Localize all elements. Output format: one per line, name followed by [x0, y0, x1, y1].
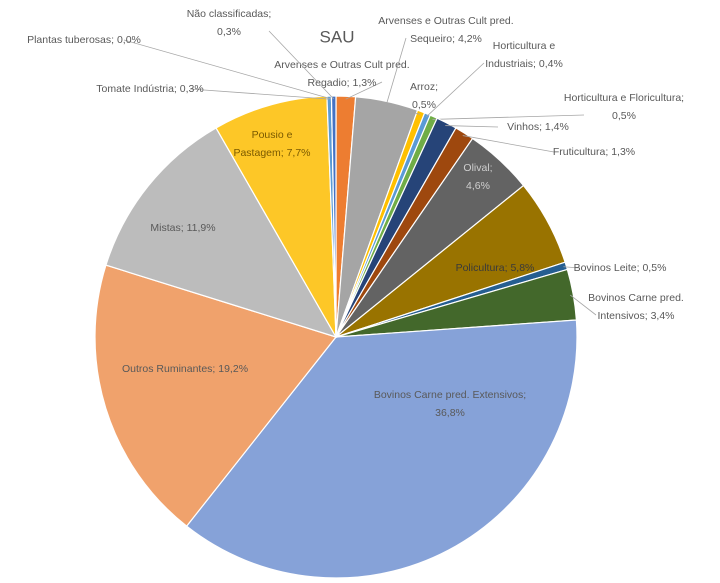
slice-label: Bovinos Leite; 0,5% — [574, 262, 667, 274]
slice-label: Mistas; 11,9% — [150, 222, 215, 234]
chart-title: SAU — [320, 27, 355, 46]
leader-line — [189, 88, 330, 100]
slice-label: Tomate Indústria; 0,3% — [96, 83, 203, 95]
label-line: Arroz; — [410, 81, 438, 93]
label-line: Regadio; 1,3% — [308, 77, 377, 89]
slice-label: Outros Ruminantes; 19,2% — [122, 363, 248, 375]
leader-line — [563, 266, 581, 269]
label-line: 4,6% — [466, 180, 490, 192]
label-line: Não classificadas; — [187, 8, 272, 20]
leader-line — [268, 30, 335, 100]
leader-line — [570, 294, 597, 316]
label-line: 0,5% — [612, 110, 636, 122]
slice-label: Bovinos Carne pred. Intensivos; 3,4% — [588, 292, 684, 322]
slice-label: Policultura; 5,8% — [456, 262, 535, 274]
leader-line — [426, 62, 485, 118]
pie-slice — [105, 127, 338, 339]
label-line: Bovinos Carne pred. Extensivos; — [374, 389, 526, 401]
label-line: 36,8% — [435, 407, 465, 419]
label-line: Bovinos Carne pred. — [588, 292, 684, 304]
pie-slice — [185, 319, 578, 579]
slice-label: Olival; 4,6% — [463, 162, 492, 192]
label-line: Arvenses e Outras Cult pred. — [274, 59, 409, 71]
leader-line — [432, 114, 585, 120]
label-line: Horticultura e Floricultura; — [564, 92, 684, 104]
leader-line — [383, 103, 421, 115]
label-line: Pousio e — [252, 129, 293, 141]
label-line: Arvenses e Outras Cult pred. — [378, 15, 513, 27]
label-line: Sequeiro; 4,2% — [410, 33, 482, 45]
leader-line — [123, 39, 332, 100]
leader-line — [345, 81, 383, 100]
slice-label: Pousio e Pastagem; 7,7% — [233, 129, 310, 159]
label-line: 0,3% — [217, 26, 241, 38]
slice-label: Arvenses e Outras Cult pred. Sequeiro; 4,… — [378, 15, 513, 45]
leader-line — [462, 135, 555, 153]
slice-label: Não classificadas; 0,3% — [187, 8, 272, 38]
label-line: Olival; — [463, 162, 492, 174]
label-line: Industriais; 0,4% — [485, 58, 563, 70]
pie-slice — [94, 264, 338, 527]
slice-label: Horticultura e Industriais; 0,4% — [485, 40, 563, 70]
slice-label: Bovinos Carne pred. Extensivos; 36,8% — [374, 389, 526, 419]
label-line: Intensivos; 3,4% — [597, 310, 674, 322]
slice-label: Arroz; 0,5% — [410, 81, 438, 111]
slice-label: Horticultura e Floricultura; 0,5% — [564, 92, 684, 122]
slice-label: Arvenses e Outras Cult pred. Regadio; 1,3… — [274, 59, 409, 89]
label-line: 0,5% — [412, 99, 436, 111]
leader-line — [386, 37, 407, 105]
slice-label: Fruticultura; 1,3% — [553, 146, 635, 158]
slice-label: Plantas tuberosas; 0,0% — [27, 34, 141, 46]
label-line: Pastagem; 7,7% — [233, 147, 310, 159]
slice-label: Vinhos; 1,4% — [507, 121, 569, 133]
label-line: Horticultura e — [493, 40, 556, 52]
leader-line — [445, 125, 499, 128]
